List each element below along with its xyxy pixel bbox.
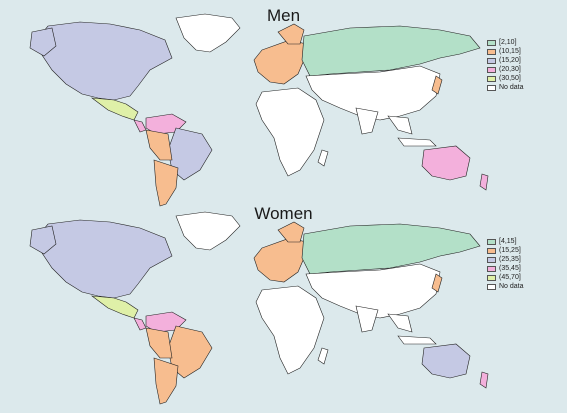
legend-swatch: [487, 238, 496, 245]
legend-swatch: [487, 48, 496, 55]
legend-swatch: [487, 265, 496, 272]
legend-men: [2,10] (10,15] (15,20] (20,30] (30,50] No dat…: [487, 38, 524, 92]
legend-swatch: [487, 57, 496, 64]
legend-item: [4,15]: [487, 237, 524, 246]
region-india: [355, 107, 379, 135]
region-indonesia: [397, 137, 437, 147]
region-new-zealand: [479, 371, 489, 389]
legend-item: (35,45]: [487, 264, 524, 273]
region-central-america: [133, 119, 147, 133]
legend-label: (30,50]: [499, 75, 521, 82]
legend-item: (15,25]: [487, 246, 524, 255]
legend-swatch: [487, 84, 496, 91]
region-india: [355, 305, 379, 333]
region-se-asia: [387, 115, 413, 135]
legend-item: (25,35]: [487, 255, 524, 264]
legend-item: (20,30]: [487, 65, 524, 74]
region-central-america: [133, 317, 147, 331]
region-alaska: [29, 225, 57, 255]
region-japan: [431, 273, 443, 293]
legend-item: (15,20]: [487, 56, 524, 65]
region-madagascar: [317, 347, 329, 365]
region-north-america: [37, 219, 173, 299]
legend-women: [4,15] (15,25] (25,35] (35,45] (45,70] No dat…: [487, 237, 524, 291]
region-japan: [431, 75, 443, 95]
region-africa: [255, 87, 325, 177]
region-africa: [255, 285, 325, 375]
region-alaska: [29, 27, 57, 57]
region-new-zealand: [479, 173, 489, 191]
legend-label: [2,10]: [499, 39, 517, 46]
region-europe: [253, 237, 307, 283]
legend-swatch: [487, 283, 496, 290]
legend-item: No data: [487, 83, 524, 92]
legend-label: (15,20]: [499, 57, 521, 64]
region-peru-bolivia: [145, 129, 173, 161]
legend-label: (15,25]: [499, 247, 521, 254]
legend-label: (10,15]: [499, 48, 521, 55]
region-asia: [305, 65, 441, 121]
region-europe: [253, 39, 307, 85]
legend-item: No data: [487, 282, 524, 291]
legend-swatch: [487, 66, 496, 73]
region-scandinavia: [277, 23, 305, 45]
map-title-men: Men: [266, 6, 301, 25]
map-title-women: Women: [254, 204, 313, 223]
region-madagascar: [317, 149, 329, 167]
legend-swatch: [487, 274, 496, 281]
region-australia: [421, 145, 471, 181]
region-argentina-chile: [153, 357, 179, 405]
region-peru-bolivia: [145, 327, 173, 359]
region-se-asia: [387, 313, 413, 333]
legend-label: (35,45]: [499, 265, 521, 272]
legend-item: (30,50]: [487, 74, 524, 83]
region-mexico: [90, 295, 139, 319]
region-russia: [301, 223, 481, 275]
region-north-america: [37, 21, 173, 101]
map-women: [29, 211, 489, 405]
legend-swatch: [487, 256, 496, 263]
legend-item: (45,70]: [487, 273, 524, 282]
legend-swatch: [487, 75, 496, 82]
legend-label: (25,35]: [499, 256, 521, 263]
legend-label: No data: [499, 283, 524, 290]
region-mexico: [90, 97, 139, 121]
legend-swatch: [487, 247, 496, 254]
region-greenland: [175, 211, 241, 251]
legend-label: No data: [499, 84, 524, 91]
region-greenland: [175, 13, 241, 53]
legend-label: (20,30]: [499, 66, 521, 73]
legend-label: (45,70]: [499, 274, 521, 281]
region-australia: [421, 343, 471, 379]
map-men: [29, 13, 489, 207]
region-asia: [305, 263, 441, 319]
legend-item: (10,15]: [487, 47, 524, 56]
legend-swatch: [487, 39, 496, 46]
legend-label: [4,15]: [499, 238, 517, 245]
region-indonesia: [397, 335, 437, 345]
region-scandinavia: [277, 221, 305, 243]
region-russia: [301, 25, 481, 77]
legend-item: [2,10]: [487, 38, 524, 47]
region-argentina-chile: [153, 159, 179, 207]
